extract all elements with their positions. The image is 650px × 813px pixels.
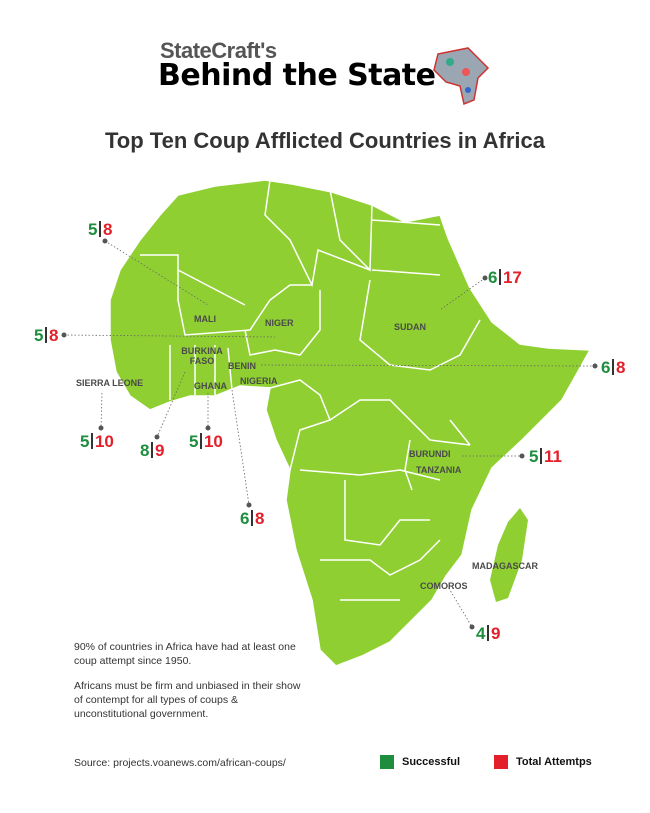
label-madagascar: MADAGASCAR — [472, 561, 538, 571]
successful-swatch — [380, 755, 394, 769]
label-niger: NIGER — [265, 318, 294, 328]
legend-total: Total Attemtps — [494, 755, 592, 769]
callout-sierra-leone: 5 10 — [80, 432, 114, 451]
africa-landmass — [109, 179, 592, 667]
callout-burundi: 5 11 — [529, 447, 562, 466]
page-title: Top Ten Coup Afflicted Countries in Afri… — [105, 128, 545, 153]
label-sudan: SUDAN — [394, 322, 427, 332]
label-mali: MALI — [194, 314, 216, 324]
label-tanzania: TANZANIA — [416, 465, 462, 475]
label-comoros: COMOROS — [420, 581, 468, 591]
legend-label: Successful — [402, 756, 461, 768]
source-text: Source: projects.voanews.com/african-cou… — [74, 757, 286, 769]
note-statement: Africans must be firm and unbiased in th… — [74, 680, 301, 720]
callout-sudan: 6 17 — [488, 268, 522, 287]
africa-collage-icon — [433, 47, 490, 106]
leader-lines — [61, 238, 598, 630]
legend-successful: Successful — [380, 755, 460, 769]
note-statistic: 90% of countries in Africa have had at l… — [74, 641, 296, 667]
brand-title: Behind the State — [158, 58, 436, 93]
brand-subtitle: StateCraft's — [160, 38, 277, 63]
label-burundi: BURUNDI — [409, 449, 451, 459]
label-burkina-faso: BURKINA FASO — [181, 346, 223, 366]
total-swatch — [494, 755, 508, 769]
label-ghana: GHANA — [194, 381, 227, 391]
label-sierra-leone: SIERRA LEONE — [76, 378, 144, 388]
label-benin: BENIN — [228, 361, 257, 371]
label-nigeria: NIGERIA — [240, 376, 278, 386]
callout-ghana: 5 10 — [189, 432, 223, 451]
legend-label: Total Attemtps — [516, 756, 592, 768]
country-borders — [140, 179, 481, 601]
madagascar-landmass — [490, 508, 528, 602]
